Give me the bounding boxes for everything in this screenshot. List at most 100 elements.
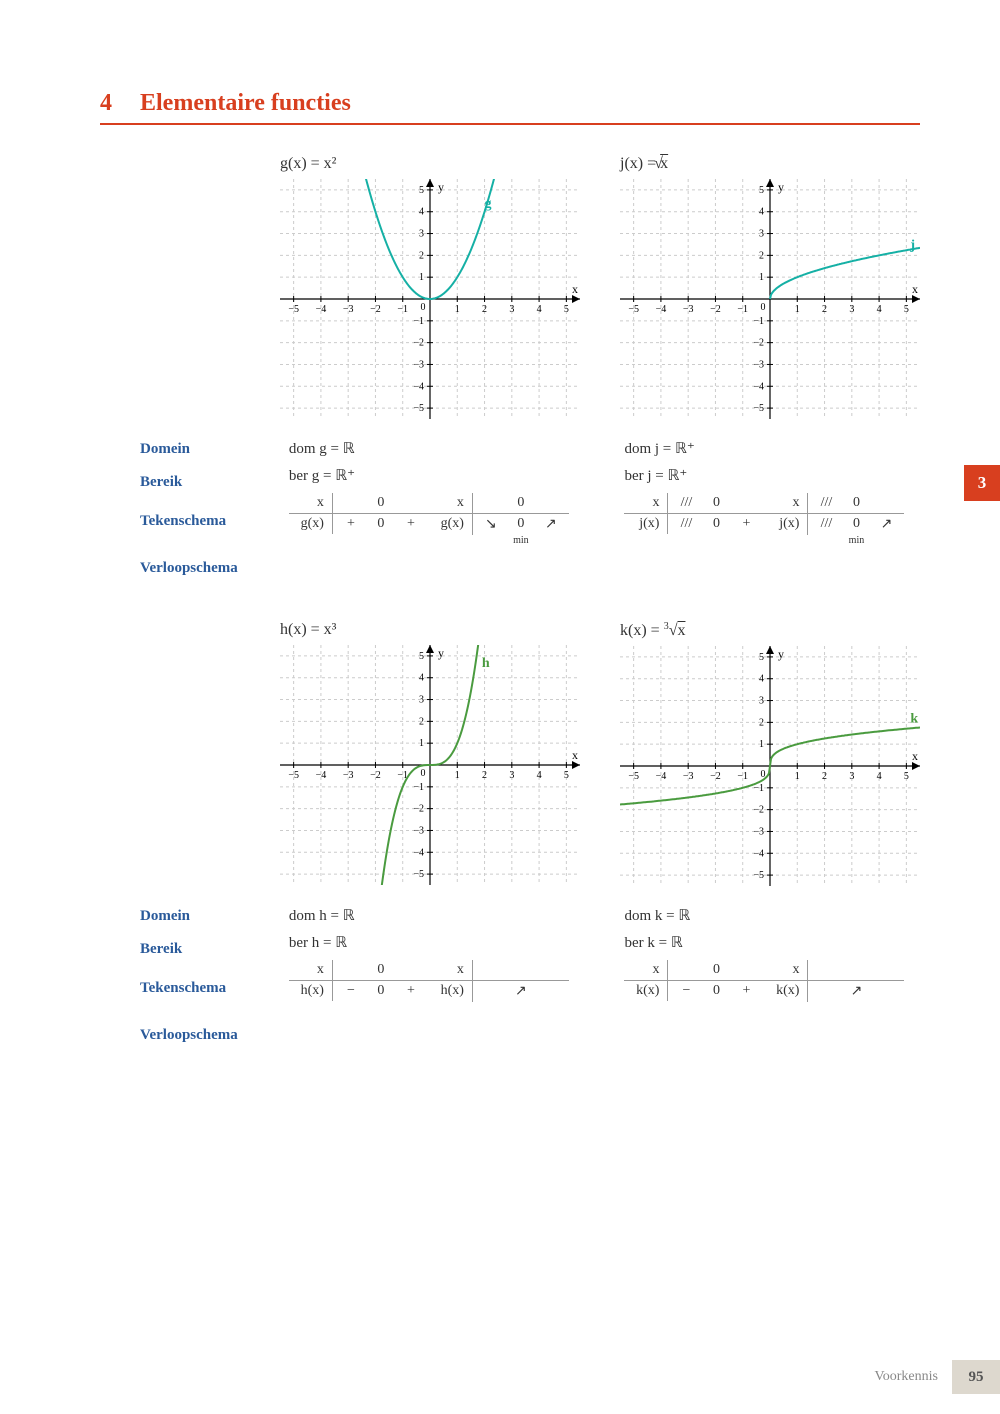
svg-text:3: 3 — [759, 229, 764, 240]
svg-text:x: x — [912, 282, 918, 296]
label-verloopschema: Verloopschema — [140, 558, 249, 579]
label-domein-2: Domein — [140, 906, 249, 927]
svg-text:4: 4 — [759, 207, 764, 218]
svg-text:2: 2 — [419, 716, 424, 727]
svg-text:−3: −3 — [343, 770, 354, 781]
svg-text:−3: −3 — [683, 304, 694, 315]
chart-j: −5−4−3−2−1012345−5−4−3−2−112345xyj — [620, 179, 920, 419]
svg-text:3: 3 — [849, 304, 854, 315]
svg-text:−5: −5 — [628, 304, 639, 315]
svg-text:5: 5 — [564, 770, 569, 781]
svg-text:5: 5 — [759, 652, 764, 663]
chapter-title: Elementaire functies — [140, 90, 351, 117]
svg-text:2: 2 — [419, 250, 424, 261]
svg-text:g: g — [485, 196, 492, 211]
svg-text:4: 4 — [759, 674, 764, 685]
svg-text:−5: −5 — [753, 403, 764, 414]
svg-text:2: 2 — [759, 250, 764, 261]
svg-text:−2: −2 — [710, 304, 721, 315]
label-bereik: Bereik — [140, 472, 249, 493]
chart-k: −5−4−3−2−1012345−5−4−3−2−112345xyk — [620, 646, 920, 886]
svg-text:1: 1 — [759, 272, 764, 283]
svg-text:1: 1 — [419, 738, 424, 749]
svg-text:x: x — [912, 749, 918, 763]
svg-text:4: 4 — [877, 771, 882, 782]
content: g(x) = x² −5 −4 −3 −2 −1 0 1 2 3 4 5 −5 −4 −3 −2 −1 1 2 3 4… — [140, 155, 920, 1058]
svg-text:3: 3 — [509, 304, 514, 315]
side-tab: 3 — [964, 465, 1000, 501]
chapter-header: 4 Elementaire functies — [100, 90, 920, 125]
props-h: dom h = ℝber h = ℝx0h(x)−0+xh(x)↗ — [289, 906, 585, 1058]
svg-text:−5: −5 — [753, 870, 764, 881]
label-bereik-2: Bereik — [140, 939, 249, 960]
svg-text:−3: −3 — [753, 826, 764, 837]
svg-text:5: 5 — [904, 304, 909, 315]
svg-text:3: 3 — [419, 695, 424, 706]
svg-text:−4: −4 — [316, 304, 327, 315]
svg-text:−2: −2 — [370, 304, 381, 315]
props-k: dom k = ℝber k = ℝx0k(x)−0+xk(x)↗ — [624, 906, 920, 1058]
labels-block-2: Domein Bereik Tekenschema Verloopschema — [140, 906, 249, 1046]
svg-text:−2: −2 — [753, 805, 764, 816]
svg-text:−4: −4 — [413, 847, 424, 858]
label-tekenschema-2: Tekenschema — [140, 978, 249, 999]
page: 4 Elementaire functies 3 g(x) = x² −5 −4 −… — [0, 0, 1000, 1128]
svg-text:−2: −2 — [370, 770, 381, 781]
svg-text:x: x — [572, 282, 578, 296]
svg-text:4: 4 — [537, 770, 542, 781]
svg-text:5: 5 — [759, 185, 764, 196]
svg-text:1: 1 — [795, 771, 800, 782]
svg-text:−3: −3 — [343, 304, 354, 315]
labels-block-1: Domein Bereik Tekenschema Verloopschema — [140, 439, 249, 579]
svg-text:3: 3 — [849, 771, 854, 782]
svg-text:3: 3 — [509, 770, 514, 781]
func-title-k: k(x) = 3√x — [620, 621, 920, 640]
svg-text:k: k — [910, 711, 918, 726]
svg-text:5: 5 — [564, 304, 569, 315]
svg-text:5: 5 — [419, 185, 424, 196]
svg-text:−3: −3 — [413, 825, 424, 836]
footer-label: Voorkennis — [874, 1369, 938, 1385]
svg-text:0: 0 — [421, 768, 426, 779]
svg-text:−5: −5 — [413, 403, 424, 414]
section-h-k: h(x) = x³ −5−4−3−2−1012345−5−4−3−2−11234… — [140, 621, 920, 1058]
svg-text:4: 4 — [537, 304, 542, 315]
props-g: dom g = ℝber g = ℝ⁺x0g(x)+0+x0g(x)↘0↗min — [289, 439, 585, 591]
func-title-h: h(x) = x³ — [280, 621, 580, 639]
svg-text:y: y — [438, 180, 444, 194]
svg-text:−1: −1 — [413, 316, 424, 327]
chart-g: −5−4−3−2−1012345−5−4−3−2−112345xyg — [280, 179, 580, 419]
svg-text:−1: −1 — [753, 316, 764, 327]
svg-text:−2: −2 — [753, 338, 764, 349]
footer: Voorkennis 95 — [874, 1360, 1000, 1394]
svg-text:y: y — [778, 180, 784, 194]
func-title-g: g(x) = x² — [280, 155, 580, 173]
svg-text:2: 2 — [482, 304, 487, 315]
svg-text:−5: −5 — [628, 771, 639, 782]
svg-text:−4: −4 — [656, 771, 667, 782]
svg-text:1: 1 — [455, 304, 460, 315]
svg-text:−3: −3 — [683, 771, 694, 782]
chapter-number: 4 — [100, 90, 112, 117]
svg-text:h: h — [482, 656, 490, 671]
svg-text:2: 2 — [822, 771, 827, 782]
svg-text:3: 3 — [759, 696, 764, 707]
svg-text:2: 2 — [822, 304, 827, 315]
svg-text:−4: −4 — [413, 381, 424, 392]
svg-text:5: 5 — [419, 651, 424, 662]
svg-text:y: y — [778, 647, 784, 661]
svg-text:0: 0 — [761, 302, 766, 313]
svg-text:2: 2 — [759, 717, 764, 728]
svg-text:4: 4 — [877, 304, 882, 315]
svg-text:x: x — [572, 748, 578, 762]
page-number: 95 — [952, 1360, 1000, 1394]
svg-text:−5: −5 — [288, 770, 299, 781]
label-tekenschema: Tekenschema — [140, 511, 249, 532]
svg-text:−1: −1 — [737, 304, 748, 315]
svg-text:j: j — [909, 238, 915, 253]
svg-text:1: 1 — [419, 272, 424, 283]
section-g-j: g(x) = x² −5 −4 −3 −2 −1 0 1 2 3 4 5 −5 −4 −3 −2 −1 1 2 3 4… — [140, 155, 920, 591]
svg-text:4: 4 — [419, 673, 424, 684]
svg-text:−4: −4 — [656, 304, 667, 315]
svg-text:−4: −4 — [753, 848, 764, 859]
